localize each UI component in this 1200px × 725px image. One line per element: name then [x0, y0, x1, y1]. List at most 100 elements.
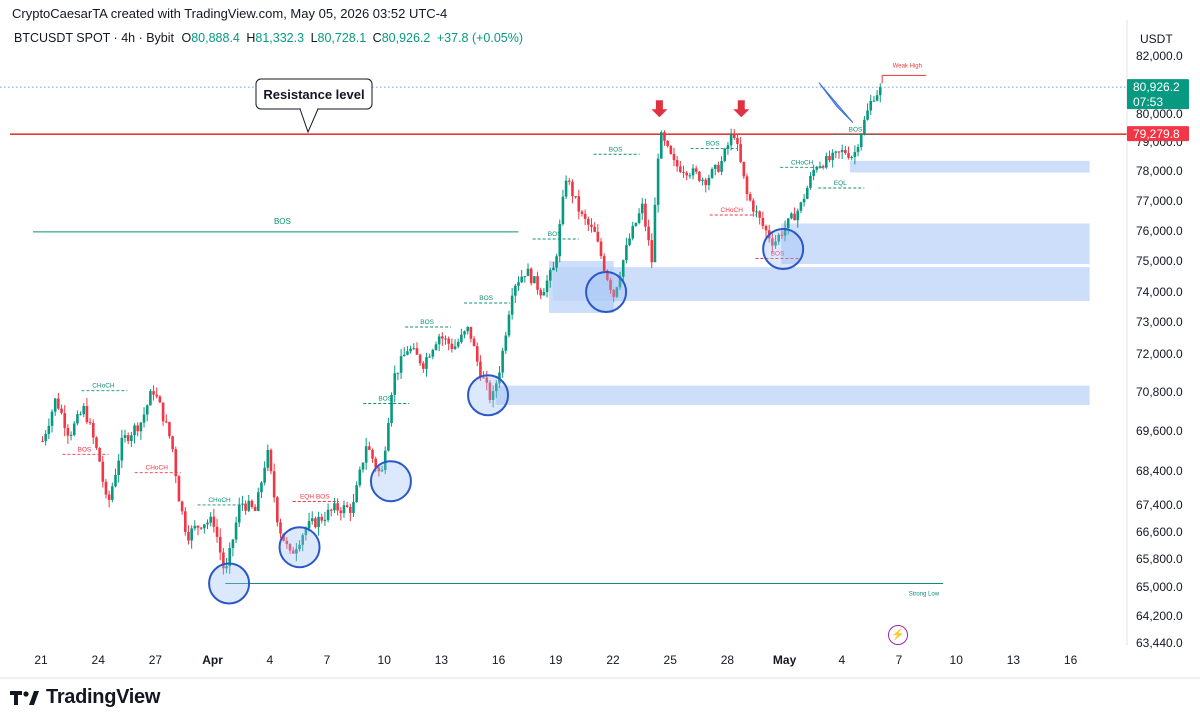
candle[interactable] [104, 478, 108, 499]
candle[interactable] [76, 410, 79, 426]
candle[interactable] [412, 343, 416, 350]
candle[interactable] [745, 173, 749, 201]
candle[interactable] [266, 444, 270, 472]
candle[interactable] [786, 218, 790, 235]
price-chart[interactable]: Resistance level BOS Weak High Strong Low C… [0, 0, 1200, 680]
candle[interactable] [409, 345, 412, 354]
candle[interactable] [514, 283, 517, 304]
candle[interactable] [355, 481, 358, 503]
candle[interactable] [349, 503, 352, 522]
candle[interactable] [574, 196, 577, 199]
candle[interactable] [679, 160, 682, 174]
candle[interactable] [345, 501, 349, 508]
symbol-legend[interactable]: BTCUSDT SPOT · 4h · Bybit O80,888.4 H81,… [14, 31, 523, 45]
candle[interactable] [755, 205, 758, 218]
candle[interactable] [418, 353, 422, 366]
candle[interactable] [326, 503, 330, 523]
candle[interactable] [488, 380, 492, 404]
tradingview-logo[interactable]: TradingView [10, 686, 160, 709]
candle[interactable] [640, 198, 644, 221]
candle[interactable] [774, 235, 777, 249]
candle[interactable] [298, 540, 301, 552]
candle[interactable] [111, 482, 114, 503]
candle[interactable] [799, 201, 803, 214]
lightning-icon[interactable]: ⚡ [888, 625, 908, 645]
candle[interactable] [142, 407, 146, 428]
candle[interactable] [149, 388, 152, 406]
candle[interactable] [69, 431, 73, 441]
candle[interactable] [853, 145, 857, 165]
candle[interactable] [53, 397, 57, 416]
candle[interactable] [387, 417, 390, 452]
candle[interactable] [761, 211, 765, 230]
candle[interactable] [872, 96, 876, 103]
candle[interactable] [225, 557, 228, 574]
candle[interactable] [723, 147, 727, 163]
candle[interactable] [475, 342, 479, 367]
candle[interactable] [739, 137, 742, 164]
candle[interactable] [663, 130, 666, 146]
candle[interactable] [276, 495, 279, 527]
candle[interactable] [529, 267, 533, 286]
candle[interactable] [653, 197, 657, 263]
candle[interactable] [263, 461, 266, 486]
candle[interactable] [209, 512, 212, 527]
candle[interactable] [66, 424, 70, 444]
candle[interactable] [323, 511, 327, 526]
candle[interactable] [41, 436, 44, 443]
candle[interactable] [517, 276, 520, 291]
candle[interactable] [878, 83, 882, 103]
candle[interactable] [463, 330, 466, 339]
candle[interactable] [241, 495, 244, 511]
candle[interactable] [555, 253, 558, 272]
symbol-name[interactable]: BTCUSDT SPOT · 4h · Bybit [14, 31, 174, 45]
candle[interactable] [802, 194, 806, 207]
candle[interactable] [447, 336, 450, 351]
candle[interactable] [158, 395, 162, 403]
currency-label[interactable]: USDT [1140, 32, 1173, 46]
candle[interactable] [136, 422, 139, 437]
candle[interactable] [431, 348, 435, 360]
candle[interactable] [548, 267, 552, 288]
candle[interactable] [260, 481, 263, 499]
candle[interactable] [507, 310, 511, 338]
candle[interactable] [656, 153, 660, 213]
candle[interactable] [114, 468, 117, 488]
candle[interactable] [707, 174, 711, 191]
candle[interactable] [50, 409, 54, 433]
resistance-price-tag[interactable]: 79,279.8 [1127, 126, 1189, 142]
candle[interactable] [444, 335, 447, 345]
candle[interactable] [596, 224, 600, 243]
candle[interactable] [526, 263, 530, 277]
candle[interactable] [621, 259, 625, 282]
candle[interactable] [377, 465, 381, 477]
candle[interactable] [285, 536, 289, 549]
candle[interactable] [133, 423, 136, 444]
candle[interactable] [168, 421, 171, 439]
candle[interactable] [171, 435, 174, 453]
candle[interactable] [361, 462, 365, 473]
candle[interactable] [828, 150, 831, 163]
candle[interactable] [752, 198, 755, 217]
price-axis[interactable]: 82,000.081,000.080,000.079,000.078,000.0… [1126, 20, 1189, 650]
candle[interactable] [650, 233, 654, 269]
candle[interactable] [567, 178, 571, 185]
candle[interactable] [647, 219, 650, 246]
candle[interactable] [126, 432, 130, 445]
candle[interactable] [539, 287, 543, 300]
candle[interactable] [222, 548, 225, 575]
candle[interactable] [314, 516, 317, 529]
candle[interactable] [875, 89, 879, 102]
candle[interactable] [352, 493, 355, 517]
candle[interactable] [428, 353, 431, 358]
candle[interactable] [91, 419, 95, 445]
candle[interactable] [675, 156, 679, 172]
candle[interactable] [422, 361, 425, 373]
candle[interactable] [571, 179, 574, 204]
candle[interactable] [358, 466, 362, 488]
candle[interactable] [564, 175, 568, 199]
candle[interactable] [615, 286, 619, 299]
candle[interactable] [469, 326, 473, 343]
candle[interactable] [729, 128, 733, 151]
candle[interactable] [685, 171, 688, 181]
